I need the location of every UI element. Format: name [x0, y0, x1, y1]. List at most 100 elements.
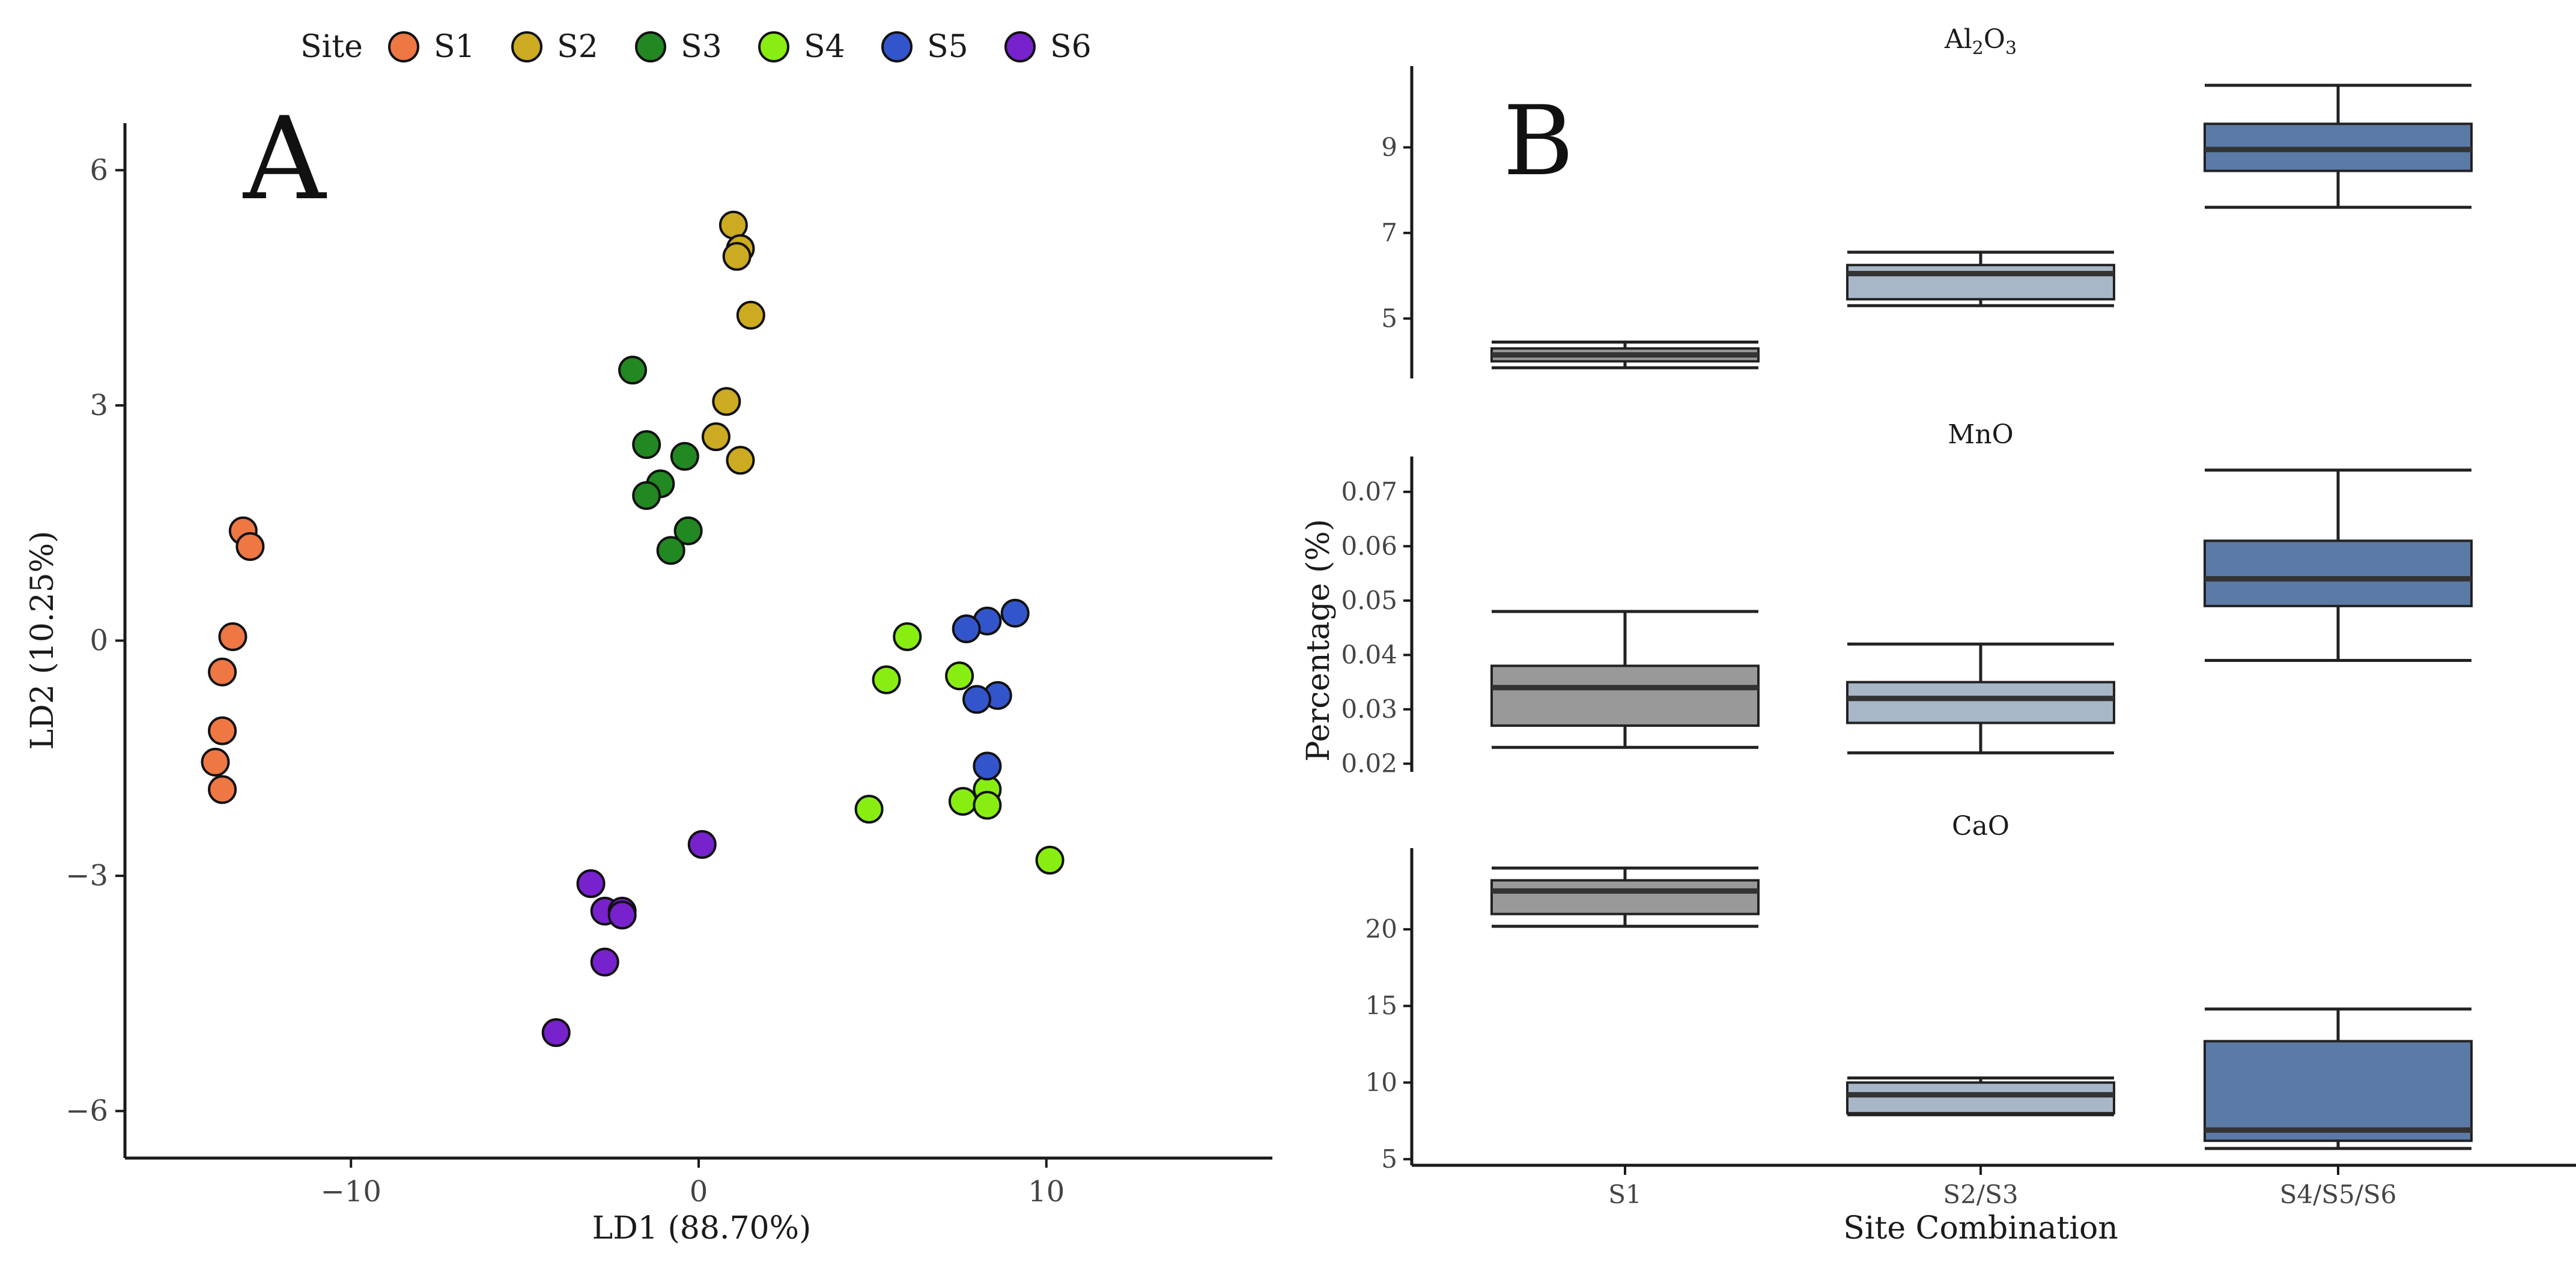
- legend-key-s3: [635, 31, 666, 62]
- boxplot-s4-s5-s6: [2204, 83, 2473, 209]
- legend-label-s1: S1: [434, 29, 475, 65]
- scatter-x-axis-title: LD1 (88.70%): [592, 1210, 812, 1246]
- legend-key-s1: [388, 31, 419, 62]
- facet-y-tick-label: 20: [1365, 914, 1397, 944]
- box-iqr: [1846, 264, 2115, 301]
- scatter-point-s1: [208, 716, 237, 745]
- facet-y-tick-label: 5: [1381, 303, 1397, 333]
- box-x-tick-label: S4/S5/S6: [2280, 1180, 2397, 1209]
- legend-title: Site: [300, 29, 363, 65]
- scatter-point-s3: [673, 516, 703, 545]
- facet-y-tick-label: 7: [1381, 218, 1397, 247]
- legend-label-s6: S6: [1050, 29, 1092, 65]
- boxplot-s1: [1490, 340, 1760, 369]
- scatter-y-axis-title: LD2 (10.25%): [25, 531, 61, 750]
- scatter-point-s6: [541, 1018, 571, 1048]
- scatter-point-s6: [607, 900, 637, 930]
- box-iqr: [2204, 1040, 2473, 1142]
- legend-label-s5: S5: [927, 29, 968, 65]
- box-x-tick-label: S2/S3: [1943, 1180, 2018, 1209]
- scatter-point-s5: [973, 751, 1002, 781]
- boxplot-s2-s3: [1846, 1076, 2115, 1117]
- box-iqr: [1846, 1081, 2115, 1115]
- legend-key-s2: [511, 31, 542, 62]
- facet-y-tick-label: 0.06: [1341, 531, 1397, 560]
- box-iqr: [2204, 539, 2473, 607]
- facet-title: MnO: [1948, 419, 2013, 450]
- facet-title: CaO: [1952, 811, 2009, 842]
- scatter-point-s1: [218, 622, 248, 651]
- facet-y-tick-label: 15: [1365, 991, 1397, 1021]
- boxplot-s2-s3: [1846, 642, 2115, 754]
- scatter-point-s4: [872, 665, 901, 694]
- scatter-point-s1: [201, 747, 230, 777]
- scatter-y-tick-label: 0: [90, 624, 108, 658]
- facet-y-tick-label: 10: [1365, 1067, 1397, 1097]
- boxplot-s4-s5-s6: [2204, 1007, 2473, 1150]
- facet-y-tick-label: 0.05: [1341, 586, 1397, 615]
- facet-al: Al2O3 5 7 9: [1381, 24, 2473, 378]
- scatter-point-s4: [1035, 845, 1065, 875]
- facet-y-tick-label: 5: [1381, 1144, 1397, 1174]
- panel-b-label: B: [1503, 85, 1574, 197]
- scatter-point-s5: [1000, 598, 1030, 628]
- scatter-y-tick-label: −3: [65, 859, 108, 893]
- scatter-point-s2: [722, 241, 752, 271]
- facet-y-tick-label: 9: [1381, 132, 1397, 162]
- scatter-x-tick-label: −10: [321, 1175, 381, 1209]
- panel-a-scatter: A −10 0 10 −6 −3 0 3 6 LD1 (88.70%) LD2 (10.25%…: [25, 93, 1272, 1246]
- scatter-point-s4: [948, 787, 977, 816]
- scatter-point-s2: [701, 422, 731, 452]
- scatter-point-s1: [235, 532, 265, 561]
- legend-key-s4: [758, 31, 789, 62]
- facet-y-tick-label: 0.03: [1341, 694, 1397, 724]
- scatter-point-s6: [590, 947, 619, 977]
- scatter-point-s3: [670, 441, 699, 471]
- scatter-point-s3: [618, 356, 648, 385]
- legend-key-s6: [1004, 31, 1036, 62]
- scatter-point-s6: [576, 869, 606, 899]
- scatter-point-s4: [893, 622, 922, 651]
- box-x-axis-title: Site Combination: [1843, 1210, 2118, 1246]
- scatter-y-tick-label: −6: [65, 1094, 108, 1128]
- scatter-point-s4: [973, 790, 1002, 820]
- scatter-point-s3: [632, 481, 661, 511]
- facet-cao: CaO 5 10 15 20: [1365, 811, 2473, 1174]
- scatter-point-s2: [736, 300, 765, 330]
- scatter-point-s1: [208, 657, 237, 687]
- scatter-point-s5: [952, 614, 981, 643]
- boxplot-s1: [1490, 610, 1760, 749]
- scatter-point-s5: [962, 685, 992, 714]
- scatter-point-s2: [726, 446, 755, 475]
- scatter-y-tick-label: 3: [90, 389, 108, 422]
- legend-label-s3: S3: [681, 29, 722, 65]
- scatter-point-s4: [854, 795, 884, 824]
- facet-y-tick-label: 0.02: [1341, 748, 1397, 778]
- box-y-axis-title: Percentage (%): [1301, 519, 1337, 762]
- legend-key-s5: [881, 31, 913, 62]
- box-iqr: [1846, 681, 2115, 724]
- panel-a-label: A: [242, 93, 327, 225]
- scatter-point-s3: [656, 536, 685, 565]
- box-iqr: [1490, 879, 1760, 915]
- box-x-tick-label: S1: [1608, 1180, 1642, 1209]
- boxplot-s2-s3: [1846, 250, 2115, 308]
- legend-label-s4: S4: [804, 29, 845, 65]
- scatter-point-s2: [712, 387, 741, 416]
- scatter-point-s1: [208, 775, 237, 804]
- legend: Site S1 S2 S3 S4 S5 S6: [300, 29, 1092, 65]
- box-iqr: [1490, 664, 1760, 727]
- scatter-point-s2: [718, 210, 748, 240]
- facet-mno: MnO 0.02 0.03 0.04 0.05 0.06 0.07: [1341, 419, 2473, 778]
- boxplot-s4-s5-s6: [2204, 469, 2473, 662]
- scatter-point-s3: [632, 430, 661, 460]
- boxplot-s1: [1490, 866, 1760, 928]
- scatter-x-tick-label: 0: [690, 1175, 708, 1209]
- scatter-x-tick-label: 10: [1028, 1175, 1065, 1209]
- panel-b-boxplots: B Al2O3 5 7 9 MnO 0.02 0.03 0.04 0.05 0.06 0.07 CaO…: [1301, 24, 2576, 1246]
- facet-y-tick-label: 0.07: [1341, 477, 1397, 506]
- scatter-y-tick-label: 6: [90, 153, 108, 187]
- scatter-point-s6: [687, 830, 717, 859]
- facet-title: Al2O3: [1944, 24, 2017, 59]
- legend-label-s2: S2: [557, 29, 598, 65]
